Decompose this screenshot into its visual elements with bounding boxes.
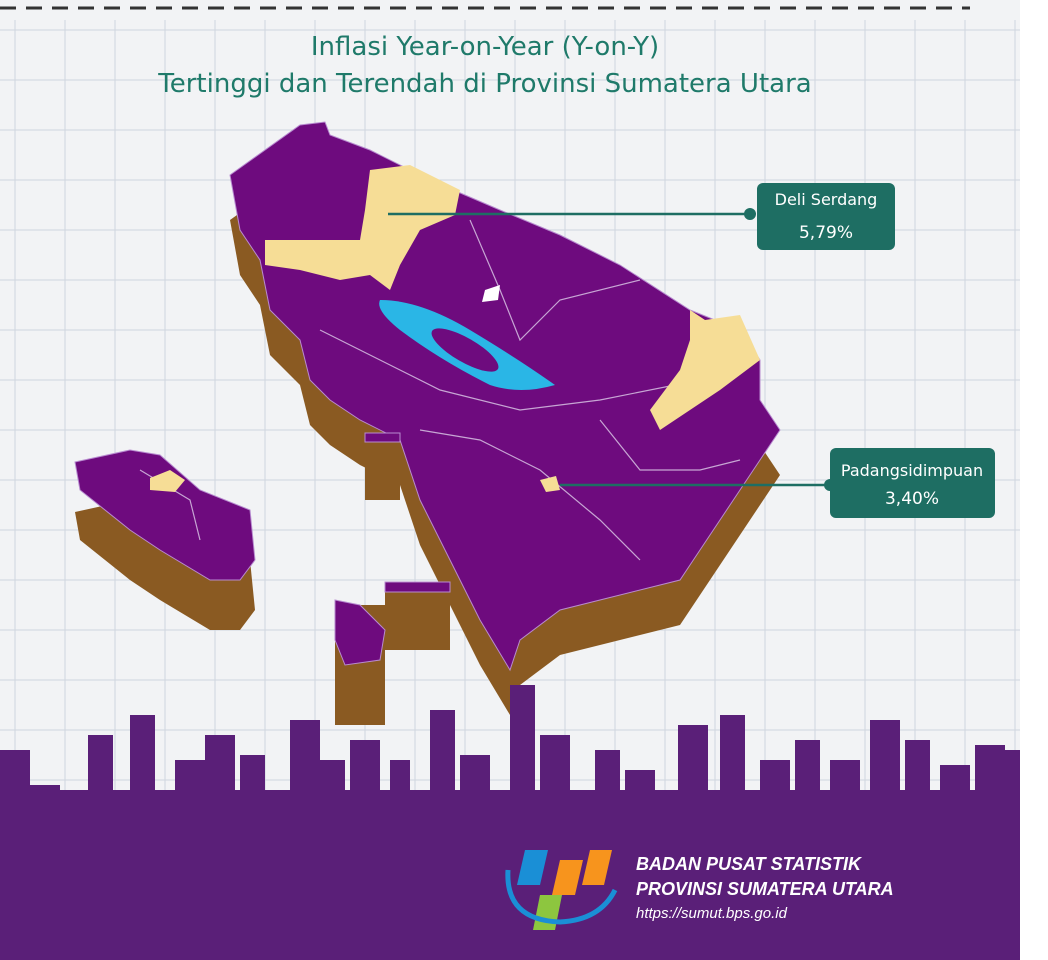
building bbox=[240, 755, 265, 800]
callout-dot bbox=[744, 208, 756, 220]
building bbox=[795, 740, 820, 800]
building bbox=[760, 760, 790, 800]
building bbox=[830, 760, 860, 800]
callout-box bbox=[757, 183, 895, 250]
building bbox=[1005, 750, 1020, 800]
building bbox=[0, 750, 30, 800]
building bbox=[625, 770, 655, 800]
building bbox=[595, 750, 620, 800]
building bbox=[975, 745, 1005, 800]
region-highlight bbox=[150, 470, 185, 492]
logo bbox=[505, 850, 618, 930]
region-highlight bbox=[650, 310, 760, 430]
org-name: BADAN PUSAT STATISTIK bbox=[636, 854, 863, 874]
building bbox=[540, 735, 570, 800]
building bbox=[320, 760, 345, 800]
website: https://sumut.bps.go.id bbox=[636, 905, 788, 922]
building bbox=[460, 755, 490, 800]
island bbox=[431, 328, 499, 372]
building bbox=[940, 765, 970, 800]
callout-region: Padangsidimpuan bbox=[841, 461, 983, 480]
region-deli-serdang bbox=[265, 165, 460, 290]
enclave bbox=[482, 285, 500, 302]
region-padangsidimpuan bbox=[540, 476, 560, 492]
building bbox=[430, 710, 455, 800]
callout-value: 5,79% bbox=[799, 223, 853, 243]
building bbox=[130, 715, 155, 800]
building bbox=[205, 735, 235, 800]
callout-region: Deli Serdang bbox=[775, 190, 878, 209]
building bbox=[510, 685, 535, 800]
building bbox=[290, 720, 320, 800]
callout-value: 3,40% bbox=[885, 489, 939, 509]
title-line-1: Inflasi Year-on-Year (Y-on-Y) bbox=[311, 32, 659, 62]
skyline bbox=[0, 685, 1020, 960]
title-line-2: Tertinggi dan Terendah di Provinsi Sumat… bbox=[157, 69, 811, 99]
building bbox=[390, 760, 410, 800]
province-name: PROVINSI SUMATERA UTARA bbox=[636, 879, 894, 899]
building bbox=[678, 725, 708, 800]
building bbox=[30, 785, 60, 800]
building bbox=[175, 760, 205, 800]
callout-box bbox=[830, 448, 995, 518]
building bbox=[870, 720, 900, 800]
region-borders bbox=[139, 219, 741, 561]
building bbox=[905, 740, 930, 800]
building bbox=[350, 740, 380, 800]
building bbox=[720, 715, 745, 800]
building bbox=[88, 735, 113, 800]
